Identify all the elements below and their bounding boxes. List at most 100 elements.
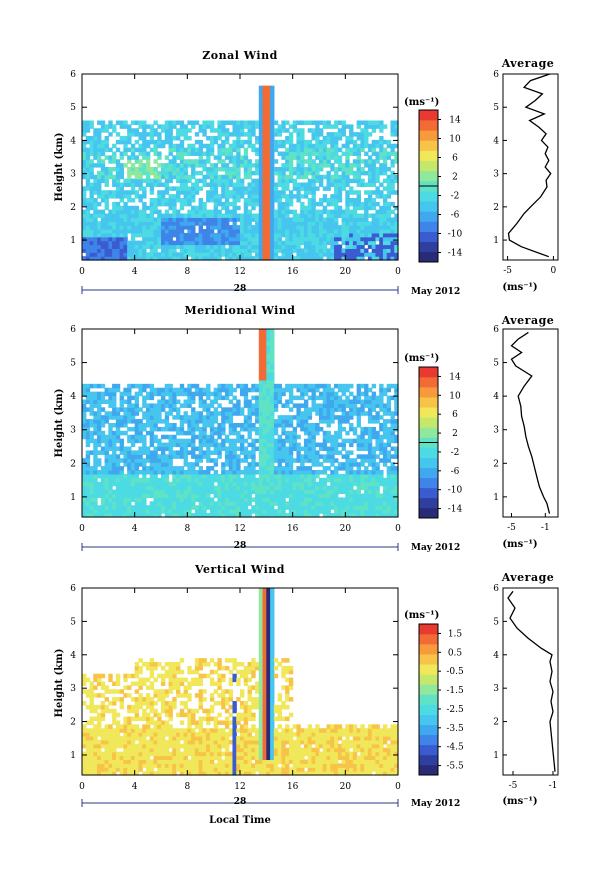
heatmap-cell xyxy=(123,407,128,412)
heatmap-cell xyxy=(127,248,132,253)
heatmap-cell xyxy=(341,442,346,448)
heatmap-cell xyxy=(89,248,94,253)
colorbar-tick-label: -10 xyxy=(448,230,463,240)
heatmap-cell xyxy=(300,128,305,133)
heatmap-cell xyxy=(292,155,298,160)
heatmap-cell xyxy=(194,236,200,242)
heatmap-cell xyxy=(202,229,207,234)
heatmap-cell xyxy=(262,454,267,459)
heatmap-cell xyxy=(307,473,313,479)
heatmap-cell xyxy=(130,143,136,149)
heatmap-cell xyxy=(303,513,309,518)
heatmap-cell xyxy=(386,209,392,215)
heatmap-cell xyxy=(394,190,399,195)
heatmap-cell xyxy=(247,217,252,222)
heatmap-cell xyxy=(352,209,358,215)
heatmap-cell xyxy=(191,411,196,416)
heatmap-cell xyxy=(251,163,256,168)
heatmap-cell xyxy=(394,505,399,510)
heatmap-cell xyxy=(134,248,140,253)
heatmap-cell xyxy=(330,236,335,242)
heatmap-cell xyxy=(183,221,188,226)
heatmap-cell xyxy=(345,225,350,230)
heatmap-cell xyxy=(371,232,377,238)
heatmap-cell xyxy=(386,485,392,491)
heatmap-cell xyxy=(255,201,260,207)
heatmap-cell xyxy=(303,151,309,156)
heatmap-cell xyxy=(379,458,384,463)
heatmap-cell xyxy=(228,489,234,495)
heatmap-cell xyxy=(322,236,328,242)
heatmap-cell xyxy=(360,167,365,172)
heatmap-cell xyxy=(364,481,369,487)
heatmap-cell xyxy=(217,256,222,261)
heatmap-cell xyxy=(157,454,162,459)
heatmap-cell xyxy=(262,198,267,203)
heatmap-cell xyxy=(240,458,245,463)
heatmap-cell xyxy=(360,501,365,506)
heatmap-cell xyxy=(142,473,147,479)
heatmap-cell xyxy=(371,225,377,230)
heatmap-cell xyxy=(142,387,147,393)
heatmap-cell xyxy=(390,462,395,467)
heatmap-cell xyxy=(168,391,173,397)
heatmap-cell xyxy=(112,167,117,172)
heatmap-cell xyxy=(127,221,132,226)
heatmap-cell xyxy=(307,147,313,153)
heatmap-cell xyxy=(123,497,128,502)
heatmap-cell xyxy=(375,462,380,467)
heatmap-cell xyxy=(115,419,121,424)
heatmap-cell xyxy=(337,225,343,230)
heatmap-cell xyxy=(315,240,320,246)
heatmap-cell xyxy=(311,174,316,180)
heatmap-cell xyxy=(330,124,335,129)
heatmap-cell xyxy=(108,462,113,467)
heatmap-cell xyxy=(89,124,94,129)
heatmap-cell xyxy=(394,205,399,211)
heatmap-cell xyxy=(337,434,343,440)
heatmap-cell xyxy=(93,132,98,137)
heatmap-cell xyxy=(262,225,267,230)
heatmap-cell xyxy=(213,248,219,253)
heatmap-cell xyxy=(206,167,211,172)
heatmap-cell xyxy=(394,128,399,133)
heatmap-cell xyxy=(334,136,339,141)
heatmap-cell xyxy=(266,159,271,164)
heatmap-cell xyxy=(394,174,399,180)
heatmap-cell xyxy=(326,174,331,180)
heatmap-cell xyxy=(262,252,267,257)
y-tick-label: 1 xyxy=(70,493,76,503)
heatmap-cell xyxy=(330,163,335,168)
heatmap-cell xyxy=(258,368,264,373)
heatmap-cell xyxy=(296,151,301,156)
heatmap-cell xyxy=(303,403,309,408)
heatmap-cell xyxy=(285,194,290,199)
heatmap-cell xyxy=(326,232,331,238)
heatmap-cell xyxy=(349,132,354,137)
heatmap-cell xyxy=(168,426,173,432)
heatmap-cell xyxy=(157,470,162,475)
heatmap-cell xyxy=(341,399,346,405)
heatmap-cell xyxy=(300,194,305,199)
heatmap-cell xyxy=(367,190,373,195)
heatmap-cell xyxy=(382,423,388,428)
heatmap-cell xyxy=(281,163,286,168)
heatmap-cell xyxy=(382,170,388,176)
heatmap-cell xyxy=(127,174,132,180)
heatmap-cell xyxy=(85,399,91,405)
heatmap-cell xyxy=(375,213,380,218)
heatmap-cell xyxy=(322,229,328,234)
heatmap-cell xyxy=(183,190,188,195)
heatmap-cell xyxy=(93,423,98,428)
heatmap-cell xyxy=(172,387,177,393)
heatmap-cell xyxy=(273,256,279,261)
heatmap-cell xyxy=(236,252,241,257)
heatmap-cell xyxy=(315,489,320,495)
heatmap-cell xyxy=(108,509,113,514)
heatmap-cell xyxy=(390,477,395,483)
heatmap-cell xyxy=(326,411,331,416)
heatmap-cell xyxy=(176,170,181,176)
heatmap-cell xyxy=(187,477,192,483)
heatmap-cell xyxy=(183,403,188,408)
heatmap-cell xyxy=(130,383,136,389)
